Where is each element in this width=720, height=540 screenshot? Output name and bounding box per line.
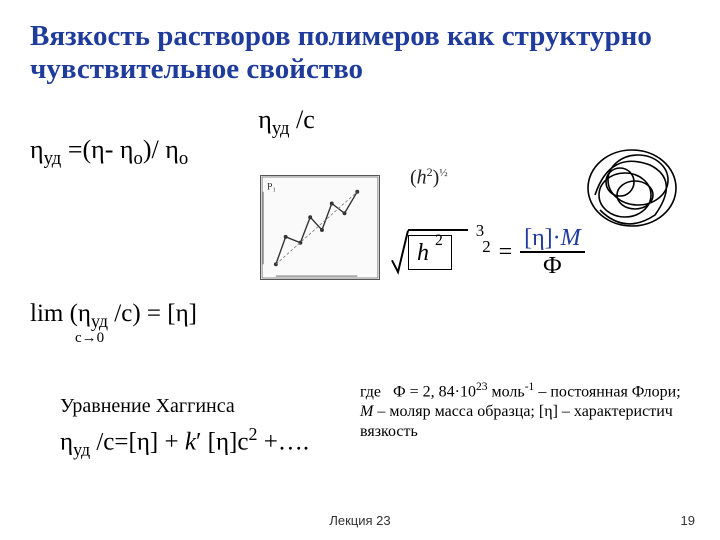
equation-eta-ud: ηуд =(η- ηо)/ ηо: [30, 135, 188, 170]
slide-title: Вязкость растворов полимеров как структу…: [30, 20, 690, 87]
huggins-equation: ηуд /c=[η] + k′ [η]c2 +….: [60, 424, 340, 460]
polymer-coil-diagram: [580, 140, 685, 235]
limit-sub: c→0: [75, 330, 104, 347]
footer-lecture: Лекция 23: [329, 513, 390, 528]
svg-text:P₁: P₁: [267, 182, 276, 193]
flory-equation: h 2 3 2 = [η]·M Ф: [390, 225, 585, 280]
limit-equation: lim (ηуд /c) = [η] c→0: [30, 300, 197, 332]
sqrt-h2: h 2: [390, 229, 468, 276]
huggins-label: Уравнение Хаггинса: [60, 395, 340, 418]
diagram-area: P₁ (h2)½: [250, 150, 690, 360]
h-squared-label: (h2)½: [410, 165, 448, 190]
axis-label-y: ηуд /c: [258, 105, 315, 140]
polymer-chain-diagram: P₁: [260, 175, 380, 280]
fraction: [η]·M Ф: [520, 225, 585, 280]
footer-page: 19: [681, 513, 695, 528]
huggins-block: Уравнение Хаггинса ηуд /c=[η] + k′ [η]c2…: [60, 395, 340, 460]
description-text: где Ф = 2, 84·1023 моль-1 – постоянная Ф…: [360, 380, 690, 442]
